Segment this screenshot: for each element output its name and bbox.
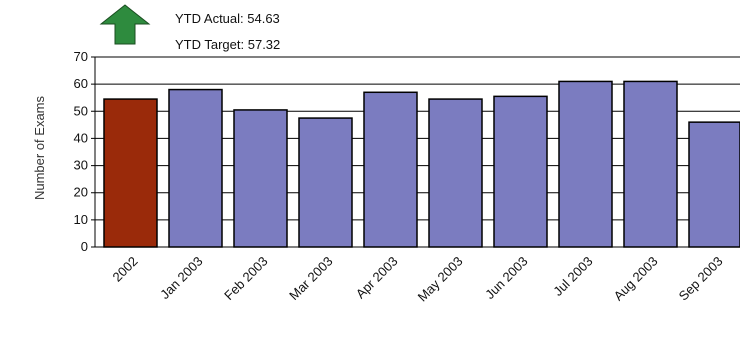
x-tick-label: Jan 2003 <box>157 254 205 302</box>
arrow-up-icon <box>99 4 151 45</box>
x-axis-labels: 2002 Jan 2003 Feb 2003 Mar 2003 Apr 2003 May … <box>110 254 726 305</box>
y-tick-label: 40 <box>74 130 88 145</box>
x-tick-label: 2002 <box>110 254 141 285</box>
bar-mar-2003 <box>298 117 353 248</box>
x-tick-label: Jul 2003 <box>550 254 595 299</box>
bar-sep-2003 <box>688 121 740 248</box>
x-tick-label: May 2003 <box>415 254 466 305</box>
y-tick-label: 0 <box>81 239 88 254</box>
bar-may-2003 <box>428 98 483 248</box>
bar-jul-2003 <box>558 80 613 248</box>
bar-feb-2003 <box>233 109 288 248</box>
y-tick-label: 10 <box>74 212 88 227</box>
y-tick-label: 60 <box>74 76 88 91</box>
x-tick-label: Sep 2003 <box>676 254 726 304</box>
ytd-target-label: YTD Target: 57.32 <box>175 37 280 52</box>
bars <box>103 80 740 248</box>
y-tick-label: 70 <box>74 49 88 64</box>
bar-jun-2003 <box>493 95 548 248</box>
y-tick-label: 20 <box>74 185 88 200</box>
x-tick-label: Jun 2003 <box>482 254 530 302</box>
y-axis-title: Number of Exams <box>32 95 47 200</box>
y-tick-label: 30 <box>74 158 88 173</box>
x-tick-label: Feb 2003 <box>221 254 270 303</box>
x-tick-label: Mar 2003 <box>286 254 335 303</box>
bar-jan-2003 <box>168 88 223 248</box>
y-tick-label: 50 <box>74 103 88 118</box>
x-tick-label: Aug 2003 <box>611 254 661 304</box>
ytd-actual-label: YTD Actual: 54.63 <box>175 11 280 26</box>
bar-2002 <box>103 98 158 248</box>
y-axis-ticks: 0 10 20 30 40 50 60 70 <box>74 49 88 254</box>
bar-apr-2003 <box>363 91 418 248</box>
x-tick-label: Apr 2003 <box>353 254 401 302</box>
bar-aug-2003 <box>623 80 678 248</box>
